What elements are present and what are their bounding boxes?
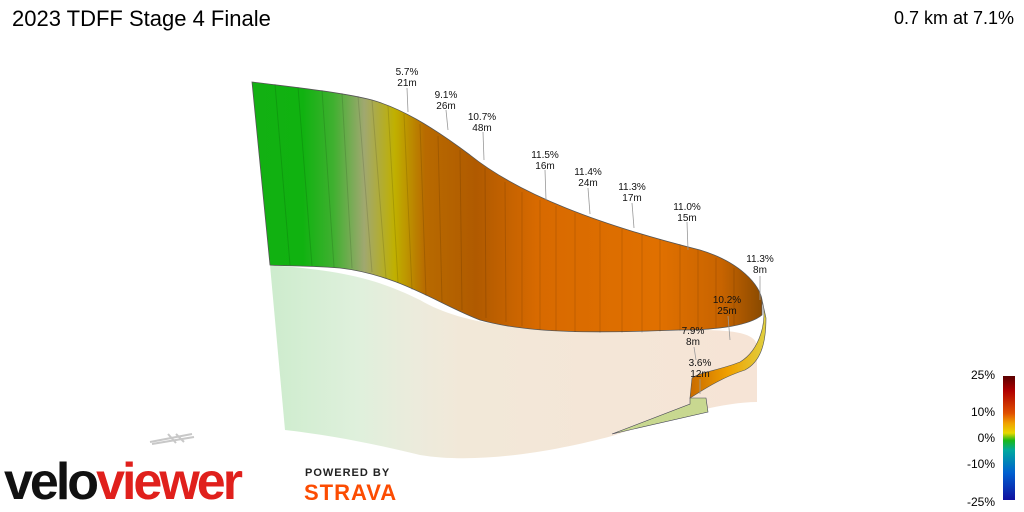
- segment-label-gradient: 11.3%: [618, 182, 646, 193]
- segment-label-length: 8m: [686, 337, 700, 348]
- climb-summary: 0.7 km at 7.1%: [893, 8, 1014, 28]
- scale-label-min: -25%: [966, 495, 995, 509]
- segment-label-gradient: 5.7%: [396, 67, 419, 78]
- gradient-color-scale: [1003, 376, 1015, 500]
- segment-label-length: 48m: [472, 123, 491, 134]
- profile-front-curve: [689, 299, 767, 399]
- segment-label-length: 25m: [717, 306, 736, 317]
- strava-logo[interactable]: STRAVA: [304, 480, 398, 505]
- north-arrow-icon: [149, 433, 195, 445]
- segment-label-length: 17m: [622, 193, 641, 204]
- segment-label-gradient: 9.1%: [435, 90, 458, 101]
- segment-label-length: 21m: [397, 78, 416, 89]
- veloviewer-logo[interactable]: veloviewer: [4, 452, 243, 512]
- segment-label-gradient: 11.5%: [531, 150, 559, 161]
- segment-label-gradient: 10.2%: [713, 295, 741, 306]
- page-title: 2023 TDFF Stage 4 Finale: [12, 6, 271, 31]
- powered-by-text: POWERED BY: [305, 467, 391, 479]
- scale-label-0: 0%: [977, 431, 995, 445]
- scale-label-neg10: -10%: [966, 457, 995, 471]
- scale-label-10: 10%: [970, 405, 995, 419]
- segment-label-gradient: 10.7%: [468, 112, 496, 123]
- label-leaders: [406, 87, 761, 394]
- profile-end-strip: [611, 397, 709, 435]
- segment-label-gradient: 7.9%: [682, 326, 705, 337]
- segment-label-gradient: 3.6%: [689, 358, 712, 369]
- segment-labels: 5.7% 21m 9.1% 26m 10.7% 48m 11.5% 16m 11…: [396, 67, 774, 380]
- segment-label-gradient: 11.3%: [746, 254, 774, 265]
- segment-label-length: 16m: [535, 161, 554, 172]
- segment-label-gradient: 11.4%: [574, 167, 602, 178]
- logo-velo-text: velo: [4, 453, 99, 511]
- segment-label-length: 26m: [436, 101, 455, 112]
- scale-label-max: 25%: [970, 368, 995, 382]
- segment-label-length: 15m: [677, 213, 696, 224]
- segment-label-length: 12m: [690, 369, 709, 380]
- logo-viewer-text: viewer: [96, 453, 243, 511]
- wall-slice-lines: [274, 83, 735, 333]
- profile-shadow: [270, 265, 757, 459]
- segment-label-gradient: 11.0%: [673, 202, 701, 213]
- segment-label-length: 8m: [753, 265, 767, 276]
- segment-label-length: 24m: [578, 178, 597, 189]
